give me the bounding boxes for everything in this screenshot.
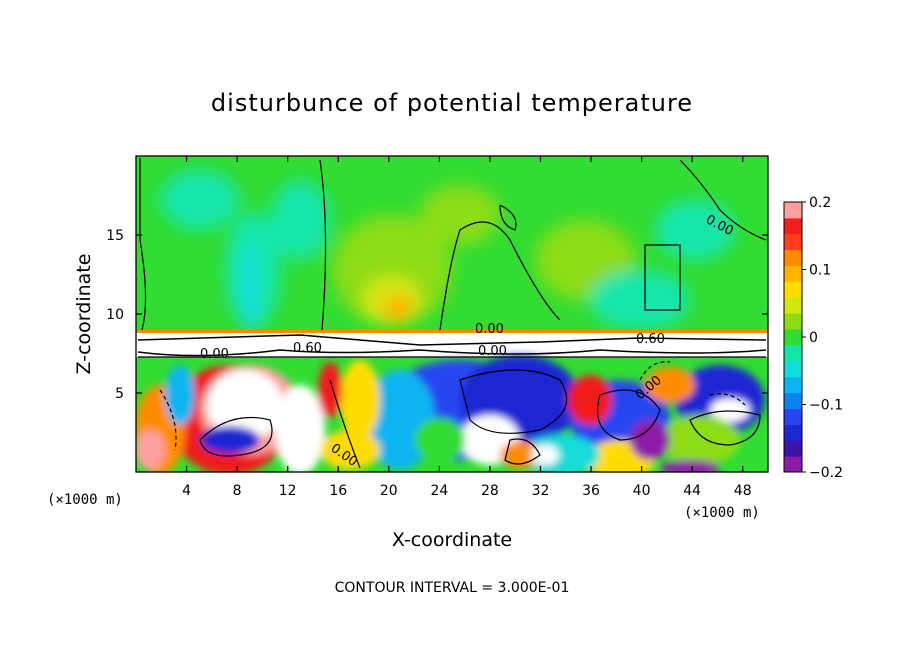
contour-label: 0.60 (293, 341, 322, 356)
x-tick-label: 32 (532, 483, 550, 499)
x-axis-unit: (×1000 m) (684, 505, 760, 521)
x-tick-label: 4 (182, 483, 191, 499)
y-axis-label: Z-coordinate (73, 254, 95, 375)
colorbar-swatch (784, 360, 802, 378)
x-tick-label: 48 (734, 483, 752, 499)
x-tick-label: 36 (582, 483, 600, 499)
colorbar-swatch (784, 424, 802, 441)
y-tick-label: 15 (106, 228, 124, 244)
colorbar-tick-label: −0.2 (809, 465, 843, 481)
x-tick-label: 44 (683, 483, 701, 499)
x-tick-label: 8 (233, 483, 242, 499)
colorbar-swatch (784, 392, 802, 409)
colorbar-swatch (784, 217, 802, 235)
contour-label: 0.00 (200, 347, 229, 362)
contour-label: 0.00 (475, 322, 504, 337)
colorbar-swatch (784, 456, 802, 473)
x-tick-label: 20 (380, 483, 398, 499)
colorbar-swatch (784, 313, 802, 330)
colorbar-swatch (784, 376, 802, 394)
colorbar-swatch (784, 281, 802, 298)
x-tick-label: 24 (430, 483, 448, 499)
x-tick-label: 16 (329, 483, 347, 499)
colorbar-tick-label: 0 (809, 330, 818, 346)
colorbar: 0.2 0.1 0 −0.1 −0.2 (783, 195, 843, 481)
colorbar-swatch (784, 408, 802, 425)
colorbar-swatch (784, 233, 802, 251)
upper-layer-anomalies (160, 170, 735, 335)
colorbar-swatch (784, 344, 802, 362)
colorbar-swatch (784, 329, 802, 346)
layer-top-line (136, 330, 768, 333)
colorbar-swatch (784, 265, 802, 282)
colorbar-swatch (784, 202, 802, 219)
x-axis-label: X-coordinate (392, 529, 512, 551)
y-tick-label: 10 (106, 307, 124, 323)
colorbar-swatch (784, 297, 802, 314)
colorbar-swatch (784, 440, 802, 457)
boundary-layer-anomalies (136, 355, 765, 472)
x-tick-label: 40 (633, 483, 651, 499)
y-tick-label: 5 (115, 386, 124, 402)
colorbar-tick-label: 0.2 (809, 195, 831, 211)
chart-title: disturbunce of potential temperature (211, 89, 693, 117)
y-axis-ticks: 5 10 15 (106, 228, 768, 402)
contour-label: 0.60 (636, 332, 665, 347)
contour-interval-note: CONTOUR INTERVAL = 3.000E-01 (335, 580, 570, 596)
x-axis-ticks: 4 8 12 16 20 24 28 32 36 40 44 48 (182, 156, 752, 499)
heatmap-field: 0.00 0.00 0.60 0.00 0.60 0.00 0.00 0.00 (136, 156, 768, 472)
contour-lines (137, 158, 767, 469)
y-axis-unit: (×1000 m) (47, 492, 123, 508)
plot-area: 0.00 0.00 0.60 0.00 0.60 0.00 0.00 0.00 … (106, 155, 769, 499)
colorbar-swatch (784, 249, 802, 267)
contour-label: 0.00 (478, 344, 507, 359)
x-tick-label: 28 (481, 483, 499, 499)
colorbar-tick-label: 0.1 (809, 263, 831, 279)
colorbar-tick-label: −0.1 (809, 398, 843, 414)
x-tick-label: 12 (279, 483, 297, 499)
